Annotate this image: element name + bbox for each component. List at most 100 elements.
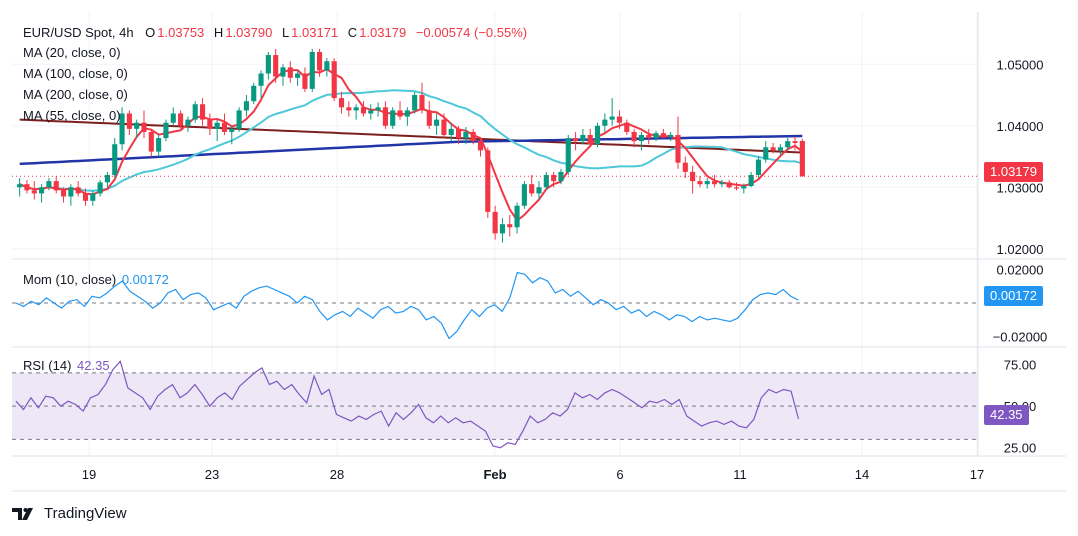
candle-body[interactable] (646, 135, 652, 139)
candle-body[interactable] (499, 224, 505, 234)
ma-200-line[interactable] (19, 134, 803, 166)
momentum-pane[interactable] (12, 271, 978, 340)
candle-body[interactable] (346, 107, 352, 111)
candle-body[interactable] (609, 116, 615, 120)
price-pane[interactable] (12, 48, 978, 243)
candle-body[interactable] (477, 141, 484, 151)
candle-body[interactable] (785, 141, 791, 148)
candle-body[interactable] (229, 128, 235, 132)
candle-body[interactable] (134, 122, 140, 129)
candle-body[interactable] (221, 122, 228, 132)
candle-body[interactable] (141, 122, 147, 132)
candle-body[interactable] (46, 181, 52, 188)
candle-body[interactable] (353, 107, 359, 111)
candle-body[interactable] (360, 107, 367, 114)
candle-body[interactable] (602, 119, 608, 126)
candle-body[interactable] (287, 67, 293, 78)
candle-body[interactable] (24, 184, 30, 191)
momentum-line[interactable] (15, 271, 799, 340)
candle-body[interactable] (514, 205, 520, 228)
candle-body[interactable] (682, 162, 688, 172)
momentum-legend[interactable]: Mom (10, close) 0.00172 (23, 270, 171, 290)
ma-legend-200[interactable]: MA (200, close, 0) (23, 87, 128, 102)
candle-body[interactable] (156, 138, 162, 152)
candle-body[interactable] (697, 181, 703, 185)
candle-body[interactable] (668, 135, 674, 137)
candle-body[interactable] (214, 122, 220, 129)
candle-body[interactable] (551, 174, 557, 182)
candle-body[interactable] (741, 186, 747, 189)
candle-body[interactable] (251, 85, 257, 102)
candle-body[interactable] (68, 187, 74, 197)
candle-body[interactable] (104, 174, 110, 183)
candle-body[interactable] (60, 190, 67, 197)
ma-55-line[interactable] (19, 118, 803, 154)
ma-legend-100[interactable]: MA (100, close, 0) (23, 66, 128, 81)
candle-body[interactable] (163, 122, 169, 139)
candle-body[interactable] (404, 110, 410, 117)
rsi-pane[interactable] (12, 360, 978, 449)
candle-body[interactable] (580, 135, 586, 142)
candle-body[interactable] (616, 116, 623, 123)
candle-body[interactable] (492, 211, 498, 234)
candle-body[interactable] (178, 113, 184, 126)
candle-body[interactable] (53, 181, 59, 191)
candle-body[interactable] (799, 140, 805, 177)
candle-body[interactable] (302, 73, 308, 89)
candle-body[interactable] (236, 110, 242, 129)
candle-body[interactable] (309, 51, 315, 89)
candle-body[interactable] (112, 144, 118, 175)
candle-body[interactable] (97, 182, 103, 194)
candle-body[interactable] (390, 110, 396, 126)
candle-body[interactable] (536, 187, 542, 194)
candle-body[interactable] (280, 67, 286, 77)
candle-body[interactable] (331, 61, 337, 99)
candle-body[interactable] (712, 181, 718, 185)
candle-body[interactable] (573, 138, 579, 142)
rsi-line[interactable] (15, 360, 800, 449)
candle-body[interactable] (792, 141, 798, 143)
candle-body[interactable] (31, 190, 37, 194)
candle-body[interactable] (470, 131, 476, 142)
candle-body[interactable] (426, 110, 432, 126)
candle-body[interactable] (324, 61, 330, 71)
candle-body[interactable] (624, 122, 630, 132)
candle-body[interactable] (448, 128, 454, 135)
candle-body[interactable] (207, 119, 213, 129)
candle-body[interactable] (719, 182, 725, 185)
candle-body[interactable] (507, 224, 513, 228)
candle-body[interactable] (265, 55, 271, 74)
candle-body[interactable] (317, 51, 323, 71)
candle-body[interactable] (631, 131, 637, 142)
candle-body[interactable] (660, 133, 666, 137)
candle-body[interactable] (463, 131, 469, 139)
tradingview-brand[interactable]: TradingView (12, 505, 127, 522)
candle-body[interactable] (770, 147, 776, 151)
candle-body[interactable] (412, 95, 418, 111)
candle-body[interactable] (521, 184, 527, 206)
candle-body[interactable] (529, 184, 535, 194)
candle-body[interactable] (295, 73, 301, 78)
candle-body[interactable] (82, 193, 89, 201)
ma-legend-55[interactable]: MA (55, close, 0) (23, 108, 121, 123)
candle-body[interactable] (755, 159, 762, 175)
candle-body[interactable] (587, 135, 593, 145)
candle-body[interactable] (763, 147, 769, 160)
candle-body[interactable] (382, 107, 388, 126)
candle-body[interactable] (192, 104, 198, 120)
candle-body[interactable] (243, 101, 249, 111)
candle-body[interactable] (653, 133, 659, 139)
ma-100-line[interactable] (19, 89, 803, 192)
candle-body[interactable] (185, 119, 191, 126)
rsi-legend[interactable]: RSI (14) 42.35 (23, 356, 112, 376)
candle-body[interactable] (273, 55, 279, 77)
candle-body[interactable] (199, 104, 206, 120)
candle-body[interactable] (726, 182, 732, 188)
candle-body[interactable] (368, 110, 374, 114)
candle-body[interactable] (39, 187, 45, 194)
candle-body[interactable] (485, 150, 491, 212)
candle-body[interactable] (148, 131, 154, 152)
candle-body[interactable] (704, 181, 710, 185)
candle-body[interactable] (777, 147, 783, 151)
